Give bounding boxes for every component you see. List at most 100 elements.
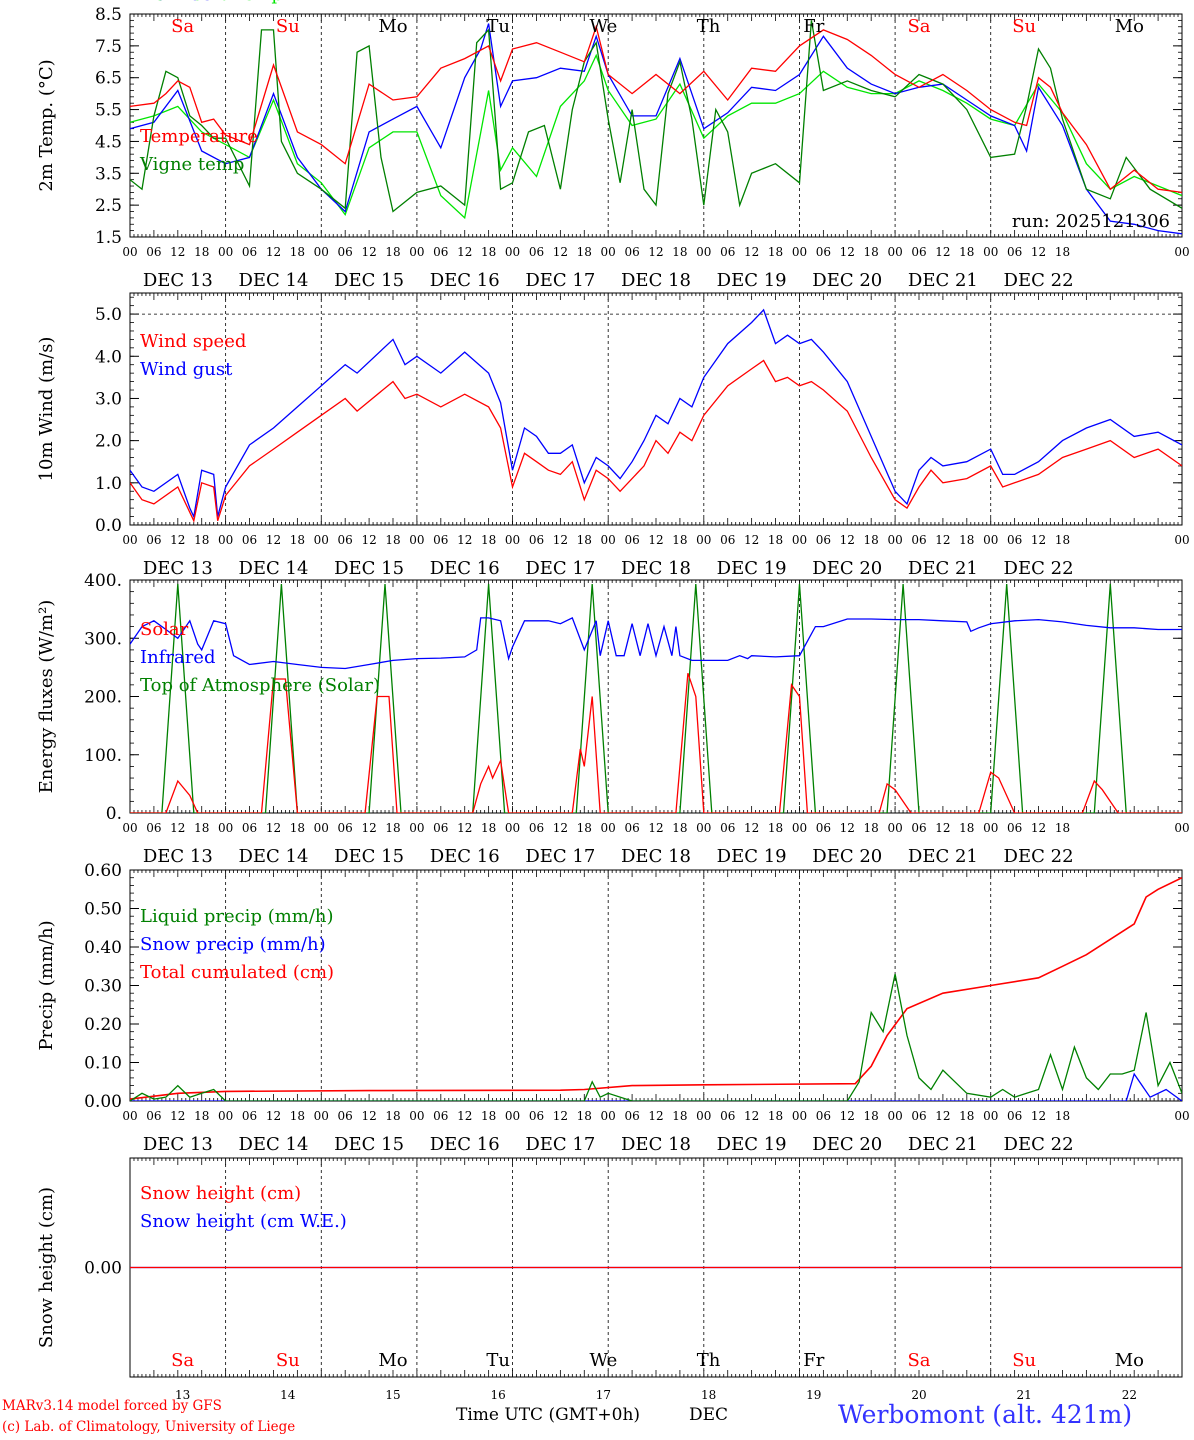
y-tick-label: 0.60	[84, 861, 122, 881]
legend-item: Solar	[140, 619, 189, 640]
day-number-label: 22	[1122, 1388, 1137, 1402]
y-tick-label: 0.20	[84, 1015, 122, 1035]
hour-label: 12	[553, 821, 568, 835]
legend-item: DewPoint Temp	[140, 0, 283, 5]
hour-label: 18	[577, 533, 592, 547]
day-name-label: Tu	[486, 16, 510, 37]
legend-item: Total cumulated (cm)	[140, 962, 334, 983]
hour-label: 12	[840, 1109, 855, 1123]
hour-label: 18	[768, 1109, 783, 1123]
legend-item: Snow height (cm W.E.)	[140, 1211, 347, 1232]
hour-label: 18	[864, 821, 879, 835]
y-tick-label: 1.0	[95, 474, 122, 494]
hour-label: 00	[505, 1109, 520, 1123]
hour-label: 00	[696, 821, 711, 835]
hour-label: 12	[1031, 1109, 1046, 1123]
hour-label: 06	[338, 245, 353, 259]
hour-label: 00	[792, 533, 807, 547]
date-label: DEC 21	[908, 1134, 978, 1155]
hour-label: 12	[744, 245, 759, 259]
hour-label: 12	[170, 245, 185, 259]
hour-label: 06	[816, 245, 831, 259]
date-label: DEC 19	[717, 1134, 787, 1155]
date-label: DEC 13	[143, 558, 213, 579]
hour-label: 12	[457, 821, 472, 835]
hour-label: 00	[314, 821, 329, 835]
y-tick-label: 5.0	[95, 305, 122, 325]
hour-label: 00	[409, 245, 424, 259]
hour-label: 00	[122, 533, 137, 547]
y-tick-label: 1.5	[95, 228, 122, 248]
date-label: DEC 15	[334, 558, 404, 579]
hour-label: 00	[314, 245, 329, 259]
y-tick-label: 200.	[84, 688, 122, 708]
hour-label: 00	[409, 1109, 424, 1123]
hour-label: 00	[505, 245, 520, 259]
hour-label: 12	[361, 821, 376, 835]
hour-label: 00	[314, 533, 329, 547]
legend-item: Vigne temp	[139, 154, 244, 175]
hour-label: 18	[194, 1109, 209, 1123]
legend-item: Top of Atmosphere (Solar)	[140, 675, 380, 696]
day-name-label: Su	[276, 1350, 300, 1371]
day-name-label: Mo	[1115, 1350, 1144, 1371]
date-label: DEC 18	[621, 846, 691, 867]
hour-label: 18	[959, 1109, 974, 1123]
hour-label: 00	[601, 821, 616, 835]
y-tick-label: 0.0	[95, 516, 122, 536]
hour-label: 12	[553, 533, 568, 547]
hour-label: 12	[553, 245, 568, 259]
hour-label: 18	[481, 533, 496, 547]
hour-label: 18	[768, 821, 783, 835]
hour-label: 06	[338, 1109, 353, 1123]
hour-label: 00	[792, 245, 807, 259]
hour-label: 00	[218, 1109, 233, 1123]
day-number-label: 17	[596, 1388, 611, 1402]
hour-label: 18	[864, 533, 879, 547]
hour-label: 06	[624, 245, 639, 259]
hour-label: 06	[720, 1109, 735, 1123]
hour-label: 06	[816, 1109, 831, 1123]
legend-item: Infrared	[140, 647, 215, 668]
y-tick-label: 0.50	[84, 900, 122, 920]
y-tick-label: 300.	[84, 629, 122, 649]
hour-label: 00	[409, 821, 424, 835]
hour-label: 12	[457, 245, 472, 259]
date-label: DEC 16	[430, 270, 500, 291]
hour-label: 18	[672, 245, 687, 259]
hour-label: 12	[361, 245, 376, 259]
date-label: DEC 19	[717, 558, 787, 579]
hour-label: 00	[122, 1109, 137, 1123]
hour-label: 12	[266, 533, 281, 547]
day-name-label: Mo	[378, 1350, 407, 1371]
hour-label: 18	[385, 821, 400, 835]
date-label: DEC 18	[621, 1134, 691, 1155]
hour-label: 06	[720, 533, 735, 547]
hour-label: 00	[409, 533, 424, 547]
date-label: DEC 14	[238, 270, 308, 291]
legend-item: Wind speed	[140, 331, 246, 352]
day-name-label: We	[590, 1350, 618, 1371]
y-tick-label: 0.30	[84, 977, 122, 997]
hour-label: 18	[385, 1109, 400, 1123]
hour-label: 18	[194, 533, 209, 547]
hour-label: 06	[816, 821, 831, 835]
y-tick-label: 2.5	[95, 196, 122, 216]
hour-label: 18	[290, 533, 305, 547]
legend-item: Wind gust	[140, 359, 233, 380]
hour-label: 18	[290, 821, 305, 835]
hour-label: 06	[433, 533, 448, 547]
hour-label: 00	[983, 1109, 998, 1123]
series-temperature	[130, 24, 1182, 194]
hour-label: 12	[266, 245, 281, 259]
hour-label: 00	[505, 821, 520, 835]
hour-label: 00	[601, 245, 616, 259]
hour-label: 06	[911, 1109, 926, 1123]
hour-label: 00	[696, 245, 711, 259]
y-tick-label: 400.	[84, 571, 122, 591]
day-number-label: 15	[385, 1388, 400, 1402]
hour-label: 06	[624, 1109, 639, 1123]
hour-label: 12	[840, 821, 855, 835]
legend-item: Humidex	[140, 0, 222, 5]
date-label: DEC 15	[334, 1134, 404, 1155]
